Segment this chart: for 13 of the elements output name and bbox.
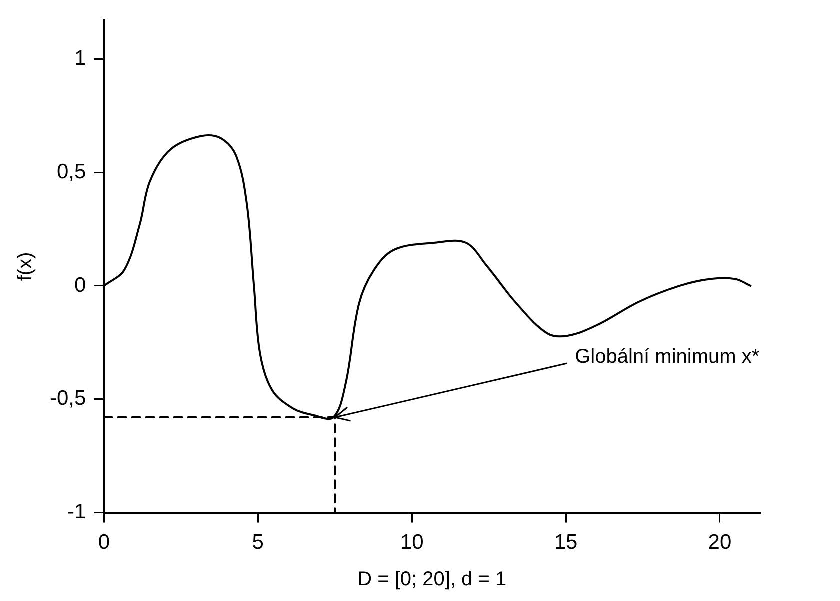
x-tick-label: 15 xyxy=(554,531,578,554)
y-tick-label: 1 xyxy=(74,46,86,70)
annotation: Globální minimum x* xyxy=(575,346,760,368)
y-tick-label: -0,5 xyxy=(50,387,86,410)
x-tick-label: 10 xyxy=(400,531,424,554)
x-axis-title: D = [0; 20], d = 1 xyxy=(358,568,507,591)
x-tick-label: 0 xyxy=(98,531,110,554)
y-axis-title: f(x) xyxy=(14,252,37,282)
y-tick-label: 0,5 xyxy=(56,160,86,184)
x-tick-label: 20 xyxy=(708,531,732,554)
y-tick-label: -1 xyxy=(68,500,86,524)
x-tick-label: 5 xyxy=(252,531,264,554)
y-tick-label: 0 xyxy=(74,274,86,297)
